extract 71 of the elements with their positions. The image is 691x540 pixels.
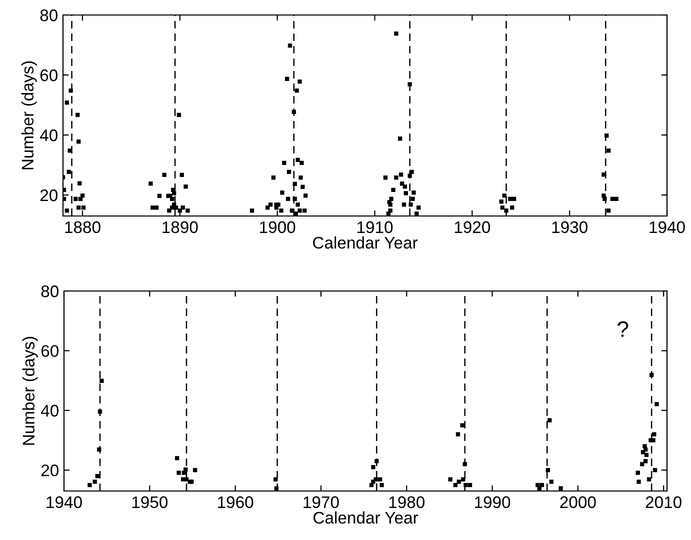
y-tick-label: 80 [40, 9, 58, 22]
point [461, 477, 466, 482]
x-tick-label: 1880 [65, 221, 100, 234]
y-tick-label: 40 [40, 404, 58, 417]
y-tick-label: 60 [41, 345, 58, 357]
y-tick-label: 40 [40, 129, 58, 142]
point [462, 462, 467, 466]
point [100, 378, 104, 383]
point [652, 432, 656, 436]
point [548, 418, 552, 422]
annotation: ? [618, 321, 628, 337]
point [192, 468, 198, 472]
x-tick-label: 1980 [389, 496, 424, 508]
point [274, 486, 279, 490]
x-tick-label: 1890 [162, 221, 198, 234]
y-axis-title: Number (days) [21, 61, 37, 170]
point [176, 470, 181, 475]
point [650, 372, 654, 377]
y-tick-label: 20 [40, 189, 58, 202]
point [371, 465, 376, 470]
x-tick-label: 1950 [132, 496, 168, 508]
x-axis-title: Calendar Year [313, 236, 418, 249]
point [456, 480, 461, 484]
point [636, 470, 640, 475]
point [640, 462, 644, 466]
point [537, 486, 542, 490]
point [648, 438, 653, 442]
point [546, 468, 550, 472]
point [92, 480, 97, 484]
x-tick-label: 2000 [560, 496, 596, 508]
y-axis-title: Number (days) [22, 336, 38, 445]
x-tick-label: 2010 [646, 496, 682, 508]
point [640, 450, 646, 454]
point [88, 482, 92, 488]
y-tick-label: 60 [40, 69, 58, 82]
y-tick-label: 80 [41, 285, 58, 298]
point [380, 482, 384, 488]
point [448, 477, 452, 482]
point [549, 480, 554, 484]
x-tick-label: 1920 [454, 221, 490, 234]
point [174, 456, 180, 460]
point [644, 459, 648, 464]
point [652, 468, 658, 472]
point [558, 486, 563, 490]
point [95, 474, 100, 478]
x-tick-label: 1960 [218, 496, 254, 508]
x-axis-title: Calendar Year [314, 511, 418, 524]
point [453, 482, 458, 488]
point [273, 477, 278, 482]
x-tick-label: 1940 [46, 496, 82, 508]
point [646, 477, 652, 482]
point [636, 480, 641, 484]
point [464, 482, 468, 488]
x-tick-label: 1990 [475, 496, 510, 508]
x-tick-label: 1970 [304, 496, 339, 508]
x-tick-label: 1900 [260, 221, 296, 234]
x-tick-label: 1930 [552, 221, 588, 234]
point [374, 477, 378, 482]
point [184, 467, 188, 472]
x-tick-label: 1940 [650, 221, 685, 234]
point [456, 432, 460, 436]
y-tick-label: 20 [41, 464, 58, 476]
point [378, 477, 382, 482]
point [644, 452, 649, 457]
point [468, 482, 472, 488]
point [98, 410, 102, 414]
point [97, 447, 102, 452]
point [374, 459, 379, 464]
point [460, 423, 464, 428]
point [654, 402, 659, 406]
x-tick-label: 1910 [357, 221, 393, 234]
